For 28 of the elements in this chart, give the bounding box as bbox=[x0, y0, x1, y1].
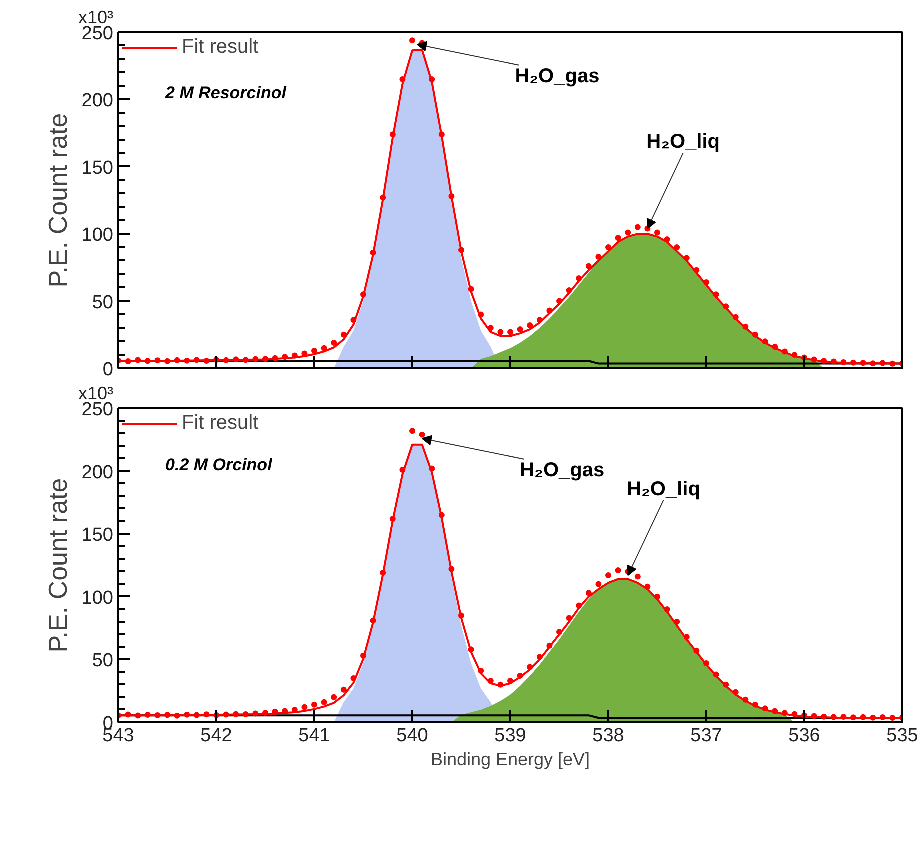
annotation: 2 M Resorcinol bbox=[164, 83, 288, 102]
x-tick-label: 535 bbox=[886, 726, 918, 746]
x-tick-label: 536 bbox=[788, 726, 820, 746]
x-tick-label: 539 bbox=[494, 726, 526, 746]
y-tick-label: 50 bbox=[92, 650, 114, 672]
y-tick-label: 50 bbox=[92, 292, 114, 314]
annotation: H₂O_liq bbox=[646, 131, 720, 154]
annotation: H₂O_gas bbox=[520, 459, 605, 482]
y-tick-label: 0 bbox=[102, 360, 114, 380]
y-tick-label: 150 bbox=[82, 158, 114, 179]
y-tick-label: 200 bbox=[82, 462, 114, 484]
x-tick-label: 537 bbox=[690, 726, 722, 746]
y-tick-label: 100 bbox=[82, 588, 114, 609]
y-axis-title: P.E. Count rate bbox=[42, 478, 73, 653]
x-tick-label: 540 bbox=[396, 726, 428, 746]
x-tick-label: 538 bbox=[592, 726, 624, 746]
x-tick-label: 541 bbox=[298, 726, 330, 746]
x-tick-label: 542 bbox=[200, 726, 232, 746]
x-axis-title: Binding Energy [eV] bbox=[430, 750, 590, 770]
legend-label: Fit result bbox=[182, 36, 259, 59]
annotation: H₂O_gas bbox=[515, 65, 600, 88]
annotation: 0.2 M Orcinol bbox=[166, 456, 274, 475]
y-tick-label: 200 bbox=[82, 90, 114, 112]
y-tick-label: 100 bbox=[82, 225, 114, 246]
y-axis-title: P.E. Count rate bbox=[42, 113, 73, 288]
legend-label: Fit result bbox=[182, 412, 259, 435]
y-tick-label: 150 bbox=[82, 525, 114, 546]
annotation: H₂O_liq bbox=[627, 478, 700, 500]
